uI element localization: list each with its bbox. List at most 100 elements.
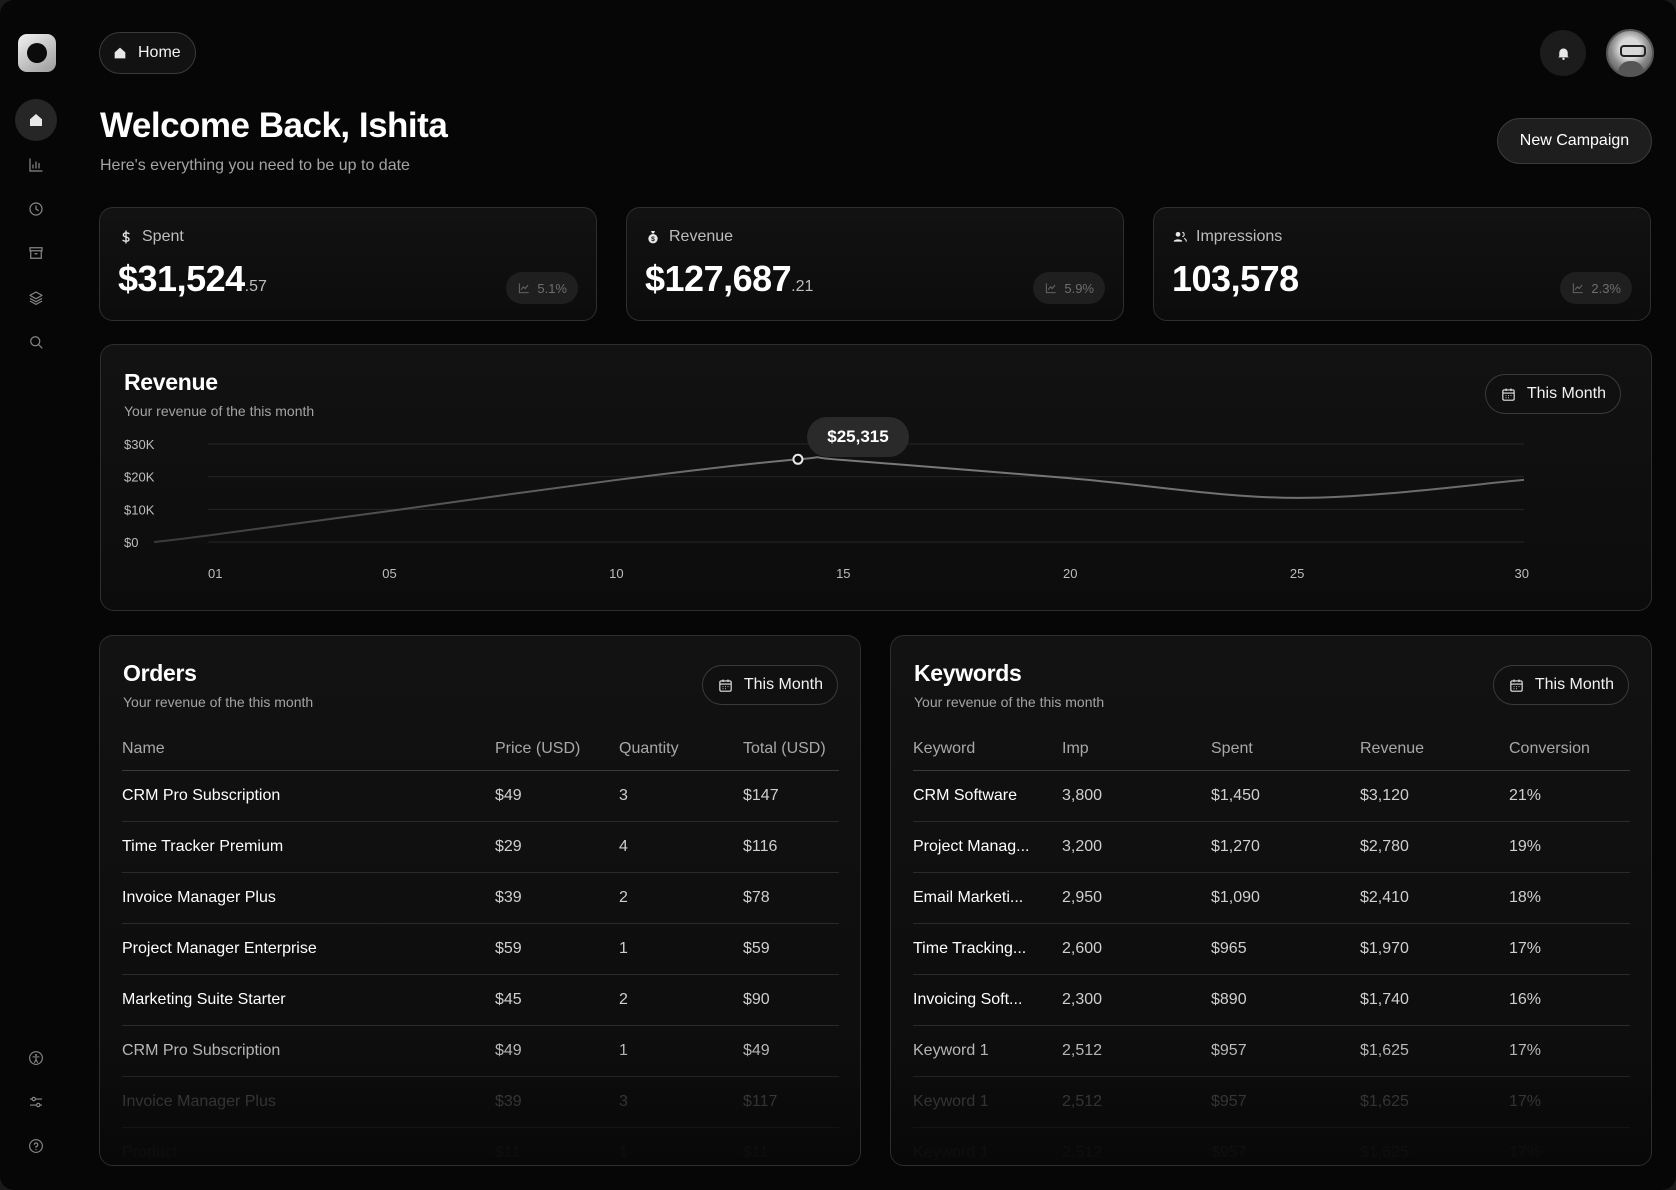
table-row[interactable]: Project Manag... 3,200 $1,270 $2,780 19%: [913, 822, 1630, 873]
column-header[interactable]: Total (USD): [743, 739, 826, 757]
table-cell: Keyword 1: [913, 1144, 989, 1161]
table-cell: $890: [1211, 991, 1247, 1008]
keywords-table: Keyword Imp Spent Revenue Conversion CRM Soft…: [913, 727, 1630, 1165]
x-tick-label: 25: [1290, 566, 1304, 581]
breadcrumb-label: Home: [138, 44, 181, 61]
table-cell: Email Marketi...: [913, 889, 1024, 906]
money-bag-icon: $: [648, 231, 658, 244]
table-cell: $29: [495, 838, 522, 855]
table-cell: 2,950: [1062, 889, 1103, 906]
table-cell: $1,970: [1360, 940, 1409, 957]
sidebar-item-history[interactable]: [15, 188, 57, 230]
sidebar: [0, 0, 72, 1190]
table-row[interactable]: Keyword 1 2,512 $957 $1,625 17%: [913, 1026, 1630, 1077]
stat-label: Impressions: [1172, 228, 1282, 246]
stat-value-decimal: .21: [791, 278, 814, 295]
table-row[interactable]: Marketing Suite Starter $45 2 $90: [122, 975, 839, 1026]
table-header-row: Name Price (USD) Quantity Total (USD): [122, 727, 839, 771]
table-cell: 17%: [1509, 1042, 1542, 1059]
table-cell: CRM Pro Subscription: [122, 1042, 281, 1059]
trend-badge: 5.1%: [506, 272, 578, 304]
column-header[interactable]: Revenue: [1360, 739, 1425, 757]
card-subtitle: Your revenue of the this month: [124, 403, 315, 419]
table-cell: $11: [743, 1144, 769, 1161]
column-header[interactable]: Quantity: [619, 739, 679, 757]
table-row[interactable]: Keyword 1 2,512 $957 $1,625 17%: [913, 1077, 1630, 1128]
table-row[interactable]: Email Marketi... 2,950 $1,090 $2,410 18%: [913, 873, 1630, 924]
stat-value-main: $127,687: [645, 258, 792, 299]
x-tick-label: 10: [609, 566, 623, 581]
table-row[interactable]: CRM Pro Subscription $49 3 $147: [122, 771, 839, 822]
revenue-chart-card: Revenue Your revenue of the this month T…: [100, 344, 1652, 611]
table-cell: $957: [1211, 1042, 1247, 1059]
card-title: Revenue: [124, 369, 218, 395]
table-cell: 4: [619, 838, 628, 855]
sidebar-item-analytics[interactable]: [15, 144, 57, 186]
table-cell: CRM Software: [913, 787, 1018, 804]
table-cell: Invoice Manager Plus: [122, 1093, 276, 1110]
column-header[interactable]: Name: [122, 739, 165, 757]
table-row[interactable]: Time Tracking... 2,600 $965 $1,970 17%: [913, 924, 1630, 975]
table-row[interactable]: Keyword 1 2,512 $957 $1,625 17%: [913, 1128, 1630, 1165]
table-cell: $49: [743, 1042, 770, 1059]
period-selector[interactable]: This Month: [701, 665, 838, 705]
stat-value: $31,524.57: [118, 258, 267, 300]
table-cell: 2,512: [1062, 1093, 1103, 1110]
table-cell: Project Manager Enterprise: [122, 940, 317, 957]
card-title: Orders: [123, 660, 197, 686]
table-row[interactable]: Invoicing Soft... 2,300 $890 $1,740 16%: [913, 975, 1630, 1026]
table-cell: 1: [619, 1144, 628, 1161]
trend-chart-icon: [1573, 283, 1584, 294]
table-cell: $1,625: [1360, 1042, 1409, 1059]
stat-card-revenue: $ Revenue $127,687.21 5.9%: [626, 207, 1124, 321]
sidebar-item-layers[interactable]: [15, 277, 57, 319]
table-cell: 2: [619, 889, 628, 906]
table-row[interactable]: Project Manager Enterprise $59 1 $59: [122, 924, 839, 975]
sidebar-item-archive[interactable]: [15, 232, 57, 274]
column-header[interactable]: Conversion: [1509, 739, 1590, 757]
trend-chart-icon: [1046, 283, 1057, 294]
table-cell: $45: [495, 991, 522, 1008]
table-cell: $49: [495, 1042, 522, 1059]
table-row[interactable]: Invoice Manager Plus $39 2 $78: [122, 873, 839, 924]
table-row[interactable]: CRM Software 3,800 $1,450 $3,120 21%: [913, 771, 1630, 822]
table-row[interactable]: Time Tracker Premium $29 4 $116: [122, 822, 839, 873]
page-title: Welcome Back, Ishita: [100, 106, 448, 145]
column-header[interactable]: Price (USD): [495, 739, 581, 757]
period-selector[interactable]: This Month: [1492, 665, 1629, 705]
sidebar-item-search[interactable]: [15, 321, 57, 363]
breadcrumb-home[interactable]: Home: [99, 32, 196, 74]
table-row[interactable]: Product $11 1 $11: [122, 1128, 839, 1165]
table-cell: 17%: [1509, 1144, 1542, 1161]
sidebar-item-home[interactable]: [15, 99, 57, 141]
trend-value: 2.3%: [1591, 280, 1621, 296]
new-campaign-button[interactable]: New Campaign: [1497, 118, 1652, 164]
help-icon: [29, 1139, 43, 1153]
table-cell: $3,120: [1360, 787, 1409, 804]
table-cell: $1,625: [1360, 1144, 1409, 1161]
table-cell: $147: [743, 787, 779, 804]
user-avatar[interactable]: [1606, 29, 1654, 77]
app-logo[interactable]: [18, 34, 56, 72]
table-row[interactable]: Invoice Manager Plus $39 3 $117: [122, 1077, 839, 1128]
notifications-button[interactable]: [1540, 30, 1586, 76]
orders-card: Orders Your revenue of the this month Th…: [99, 635, 861, 1166]
column-header[interactable]: Keyword: [913, 739, 976, 757]
sidebar-item-settings[interactable]: [15, 1081, 57, 1123]
sidebar-item-accessibility[interactable]: [15, 1037, 57, 1079]
period-selector[interactable]: This Month: [1484, 374, 1621, 414]
y-tick-label: $0: [124, 535, 138, 550]
y-tick-label: $20K: [124, 470, 155, 485]
column-header[interactable]: Spent: [1211, 739, 1253, 757]
period-label: This Month: [1534, 676, 1614, 693]
y-tick-label: $10K: [124, 502, 155, 517]
table-cell: $1,625: [1360, 1093, 1409, 1110]
stat-card-impressions: Impressions 103,578 2.3%: [1153, 207, 1651, 321]
table-row[interactable]: CRM Pro Subscription $49 1 $49: [122, 1026, 839, 1077]
column-header[interactable]: Imp: [1062, 739, 1089, 757]
table-cell: $957: [1211, 1144, 1247, 1161]
x-tick-label: 01: [208, 566, 222, 581]
table-cell: Marketing Suite Starter: [122, 991, 286, 1008]
sidebar-item-help[interactable]: [15, 1125, 57, 1167]
